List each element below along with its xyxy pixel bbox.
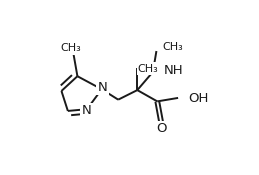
Text: N: N [98, 81, 107, 94]
Text: OH: OH [189, 92, 209, 105]
Text: O: O [156, 122, 167, 135]
Text: CH₃: CH₃ [60, 43, 81, 53]
Text: CH₃: CH₃ [138, 64, 159, 74]
Text: NH: NH [164, 64, 184, 77]
Text: CH₃: CH₃ [163, 41, 184, 51]
Text: N: N [82, 104, 91, 117]
